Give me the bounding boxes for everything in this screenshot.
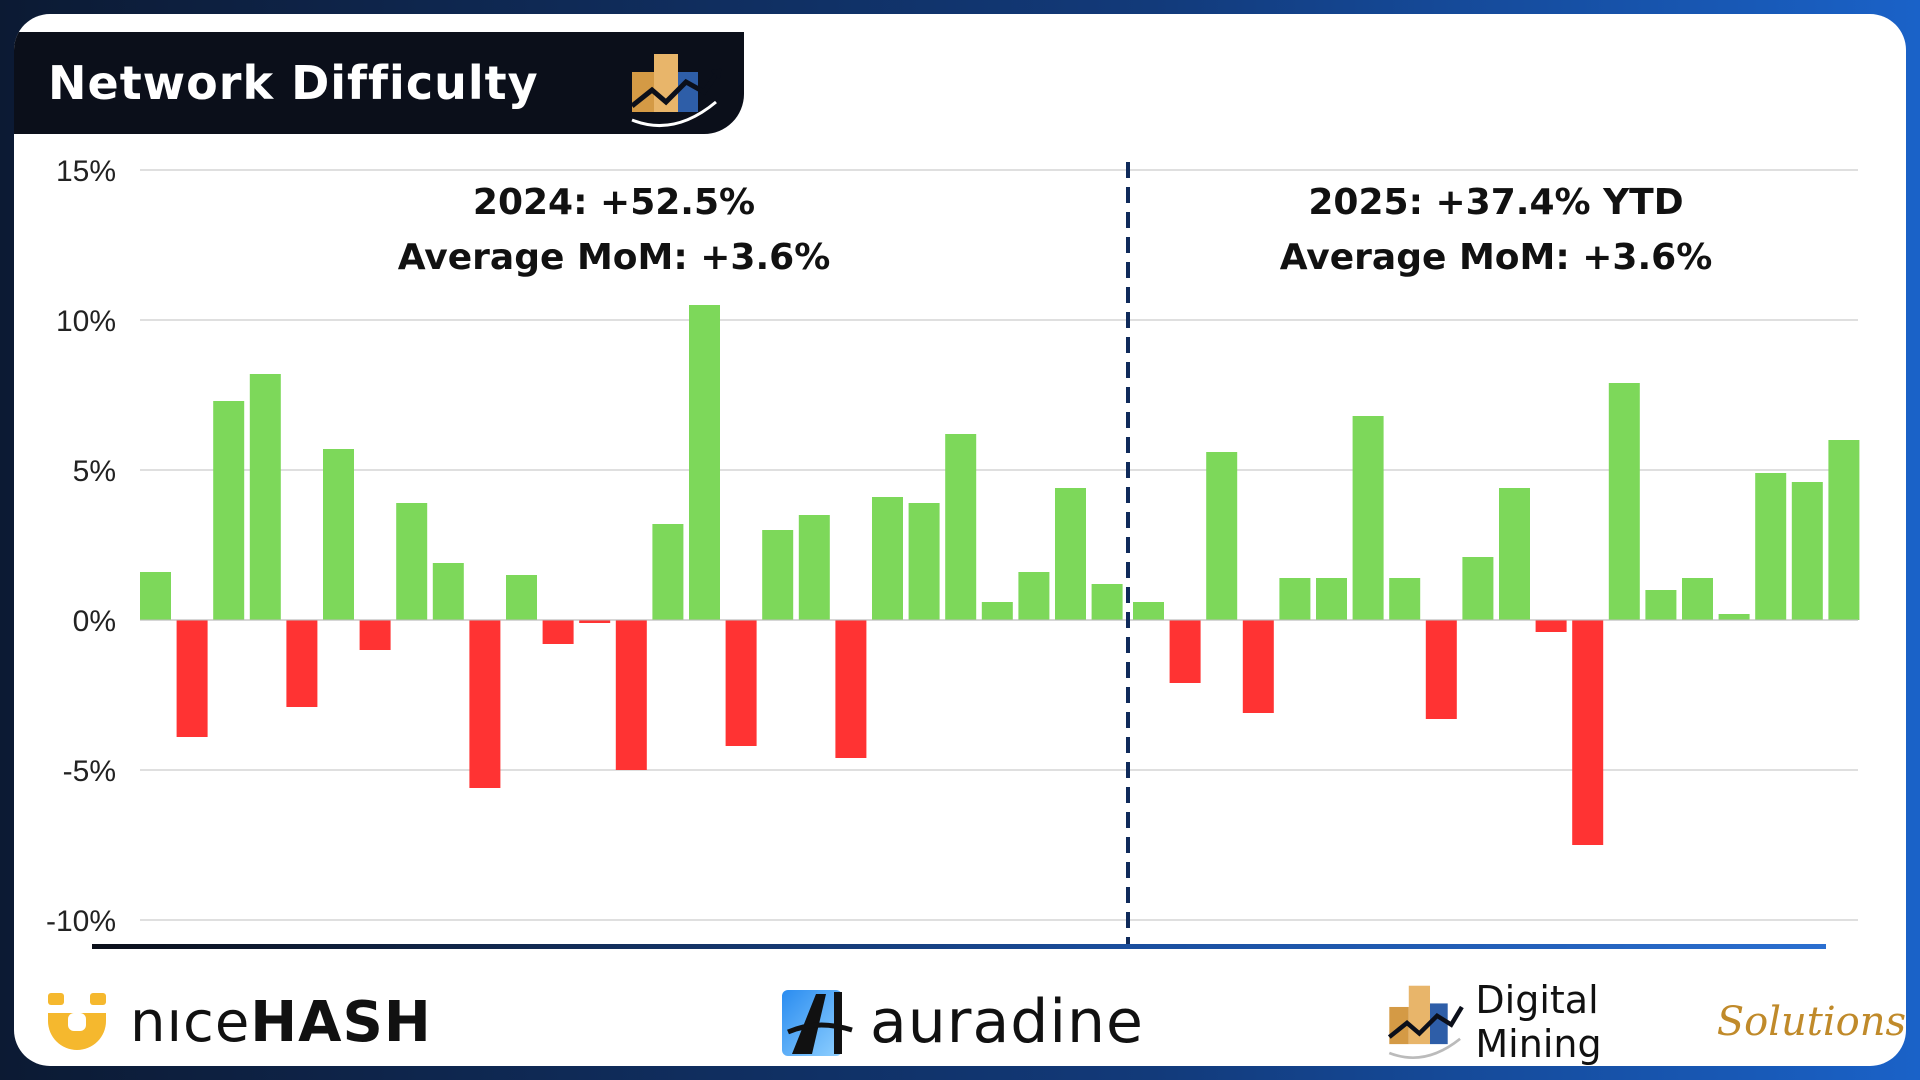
bar bbox=[579, 620, 611, 623]
nicehash-wordmark: nıceHASH bbox=[130, 990, 432, 1055]
bar bbox=[872, 497, 903, 620]
page-title: Network Difficulty bbox=[48, 56, 539, 110]
annotation-line2: Average MoM: +3.6% bbox=[1280, 237, 1713, 278]
bar bbox=[1169, 620, 1201, 683]
bar bbox=[615, 620, 647, 770]
bar bbox=[1682, 578, 1713, 620]
bar bbox=[981, 602, 1013, 620]
auradine-icon bbox=[782, 990, 853, 1056]
bar bbox=[908, 503, 940, 620]
y-tick-label: 0% bbox=[73, 605, 116, 638]
dms-wordmark-part2: Solutions bbox=[1716, 999, 1906, 1045]
chart-frame: 15% 10% 5% 0% -5% -10% 2024: +52.5% Average MoM… bbox=[14, 14, 1906, 1066]
bar bbox=[762, 530, 794, 620]
bar bbox=[286, 620, 318, 707]
bar bbox=[835, 620, 867, 758]
annotation-line1: 2025: +37.4% YTD bbox=[1308, 182, 1683, 223]
nicehash-part1: nıce bbox=[130, 989, 251, 1055]
dms-logo-icon bbox=[630, 54, 722, 128]
bar bbox=[1718, 614, 1750, 620]
bar bbox=[506, 575, 537, 620]
bar bbox=[396, 503, 428, 620]
y-tick-label: -10% bbox=[46, 905, 116, 938]
bar bbox=[1572, 620, 1604, 845]
bar bbox=[1091, 584, 1123, 620]
y-tick-label: -5% bbox=[63, 755, 116, 788]
title-bar: Network Difficulty bbox=[14, 32, 744, 134]
y-tick-label: 10% bbox=[56, 305, 116, 338]
bar bbox=[469, 620, 501, 788]
bar bbox=[1755, 473, 1787, 620]
nicehash-part2: HASH bbox=[250, 989, 432, 1055]
dms-wordmark-part1: Digital Mining bbox=[1475, 978, 1602, 1066]
bar bbox=[1535, 620, 1567, 632]
bar bbox=[1791, 482, 1823, 620]
bar bbox=[542, 620, 574, 644]
bar bbox=[432, 563, 464, 620]
bar bbox=[798, 515, 830, 620]
bar bbox=[1828, 440, 1860, 620]
bar bbox=[1352, 416, 1384, 620]
bar bbox=[1018, 572, 1050, 620]
bar bbox=[213, 401, 245, 620]
bar bbox=[1206, 452, 1238, 620]
bar bbox=[359, 620, 391, 650]
bar-chart: 15% 10% 5% 0% -5% -10% 2024: +52.5% Average MoM… bbox=[46, 155, 1860, 948]
bar bbox=[1055, 488, 1086, 620]
dms-logo: Digital Mining Solutions bbox=[1384, 978, 1906, 1066]
dms-logo-icon bbox=[1387, 985, 1464, 1060]
y-tick-label: 15% bbox=[56, 155, 116, 188]
annotation-line1: 2024: +52.5% bbox=[473, 182, 755, 223]
nicehash-logo: nıceHASH bbox=[46, 982, 432, 1062]
bar bbox=[1133, 602, 1164, 620]
footer-divider bbox=[92, 944, 1826, 949]
y-tick-label: 5% bbox=[73, 455, 116, 488]
nicehash-icon bbox=[48, 993, 106, 1050]
bar bbox=[1279, 578, 1311, 620]
bar bbox=[140, 572, 171, 620]
bar bbox=[1462, 557, 1494, 620]
bar bbox=[1645, 590, 1677, 620]
bar bbox=[689, 305, 720, 620]
bar bbox=[1499, 488, 1530, 620]
auradine-wordmark: auradine bbox=[870, 987, 1144, 1057]
auradine-logo: auradine bbox=[782, 982, 1144, 1062]
bar bbox=[1389, 578, 1421, 620]
bar bbox=[1242, 620, 1274, 713]
bar bbox=[725, 620, 757, 746]
bar bbox=[945, 434, 977, 620]
bar bbox=[1608, 383, 1640, 620]
bar bbox=[1316, 578, 1347, 620]
bar bbox=[323, 449, 354, 620]
bar bbox=[249, 374, 281, 620]
bar bbox=[652, 524, 684, 620]
bar bbox=[1425, 620, 1457, 719]
bar bbox=[176, 620, 208, 737]
annotation-line2: Average MoM: +3.6% bbox=[398, 237, 831, 278]
